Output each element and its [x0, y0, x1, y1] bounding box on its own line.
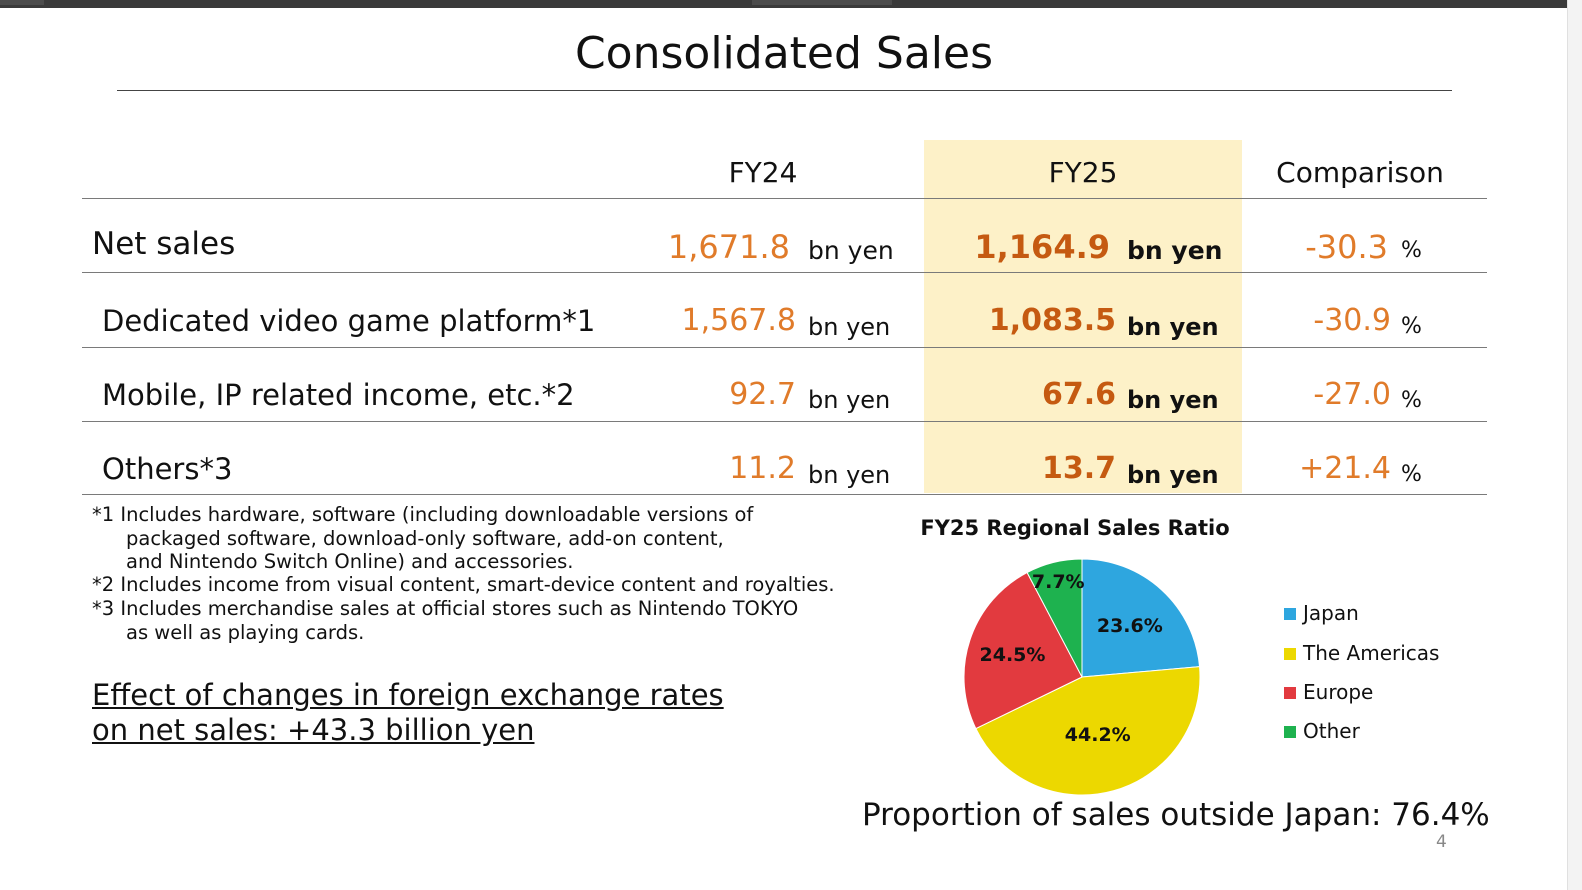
table-divider: [82, 272, 1487, 273]
footnote-2: *2 Includes income from visual content, …: [92, 573, 835, 596]
pie-slice-other: [1026, 558, 1083, 678]
column-header-fy25: FY25: [1048, 156, 1118, 189]
fy25-unit: bn yen: [1127, 313, 1219, 341]
column-header-comparison: Comparison: [1276, 156, 1444, 189]
data-label: 24.5%: [980, 644, 1046, 666]
pie-slice-europe: [963, 571, 1083, 730]
fx-effect-note: Effect of changes in foreign exchange ra…: [92, 678, 724, 748]
fy25-unit: bn yen: [1127, 386, 1219, 414]
window-tab-center[interactable]: [752, 0, 892, 5]
legend-item-other: Other: [1284, 719, 1360, 743]
fy24-value: 92.7: [729, 377, 796, 412]
comparison-value: -30.3: [1305, 228, 1388, 266]
comparison-value: -27.0: [1313, 377, 1391, 412]
legend-label: Europe: [1303, 680, 1374, 704]
legend-swatch: [1284, 686, 1296, 699]
legend-swatch: [1284, 725, 1296, 738]
comparison-value: -30.9: [1313, 303, 1391, 338]
legend-item-europe: Europe: [1284, 680, 1373, 704]
row-label: Others*3: [102, 452, 233, 486]
fy24-value: 11.2: [729, 451, 796, 486]
comparison-unit: %: [1401, 388, 1422, 413]
page-number: 4: [1436, 832, 1447, 852]
data-label: 23.6%: [1097, 615, 1163, 637]
legend-item-americas: The Americas: [1284, 641, 1439, 665]
fy25-unit: bn yen: [1127, 461, 1219, 489]
legend-label: Japan: [1303, 601, 1359, 625]
outside-japan-proportion: Proportion of sales outside Japan: 76.4%: [862, 797, 1490, 833]
legend-label: The Americas: [1303, 641, 1440, 665]
footnote-3: *3 Includes merchandise sales at officia…: [92, 597, 799, 620]
row-label: Net sales: [92, 226, 236, 262]
table-divider: [82, 198, 1487, 199]
table-divider: [82, 494, 1487, 495]
row-label: Mobile, IP related income, etc.*2: [102, 378, 575, 412]
data-label: 7.7%: [1032, 571, 1085, 593]
table-divider: [82, 421, 1487, 422]
footnote-3-cont: as well as playing cards.: [126, 621, 365, 644]
fy25-value: 1,083.5: [988, 303, 1116, 338]
fy24-unit: bn yen: [808, 386, 891, 414]
fx-effect-line2: on net sales: +43.3 billion yen: [92, 713, 535, 747]
fy24-value: 1,567.8: [681, 303, 796, 338]
scrollbar[interactable]: [1567, 0, 1582, 890]
comparison-unit: %: [1401, 314, 1422, 339]
legend-label: Other: [1303, 719, 1360, 743]
window-top-bar: [0, 0, 1582, 8]
legend-item-japan: Japan: [1284, 601, 1359, 625]
chart-title: FY25 Regional Sales Ratio: [920, 516, 1230, 540]
fy25-value: 1,164.9: [974, 228, 1110, 266]
fy24-unit: bn yen: [808, 236, 894, 265]
footnote-1: *1 Includes hardware, software (includin…: [92, 503, 754, 526]
legend-swatch: [1284, 647, 1296, 660]
footnote-1-cont: packaged software, download-only softwar…: [126, 527, 724, 550]
data-label: 44.2%: [1065, 724, 1131, 746]
pie-slice-the-americas: [975, 666, 1201, 796]
fy24-value: 1,671.8: [667, 228, 790, 266]
slide-title: Consolidated Sales: [574, 28, 994, 79]
fy25-unit: bn yen: [1127, 236, 1223, 265]
footnote-1-cont: and Nintendo Switch Online) and accessor…: [126, 550, 574, 573]
comparison-value: +21.4: [1299, 451, 1391, 486]
row-label: Dedicated video game platform*1: [102, 304, 596, 338]
legend-swatch: [1284, 607, 1296, 620]
table-divider: [82, 347, 1487, 348]
fy24-unit: bn yen: [808, 313, 891, 341]
fy24-unit: bn yen: [808, 461, 891, 489]
pie-chart: 23.6% 44.2% 24.5% 7.7%: [963, 558, 1201, 796]
comparison-unit: %: [1401, 462, 1422, 487]
window-tab-left[interactable]: [0, 0, 44, 5]
fy25-value: 13.7: [1041, 451, 1116, 486]
comparison-unit: %: [1401, 238, 1422, 263]
fx-effect-line1: Effect of changes in foreign exchange ra…: [92, 678, 724, 712]
title-divider: [117, 90, 1452, 91]
fy25-value: 67.6: [1041, 377, 1116, 412]
pie-slice-japan: [1081, 558, 1201, 678]
column-header-fy24: FY24: [728, 156, 798, 189]
